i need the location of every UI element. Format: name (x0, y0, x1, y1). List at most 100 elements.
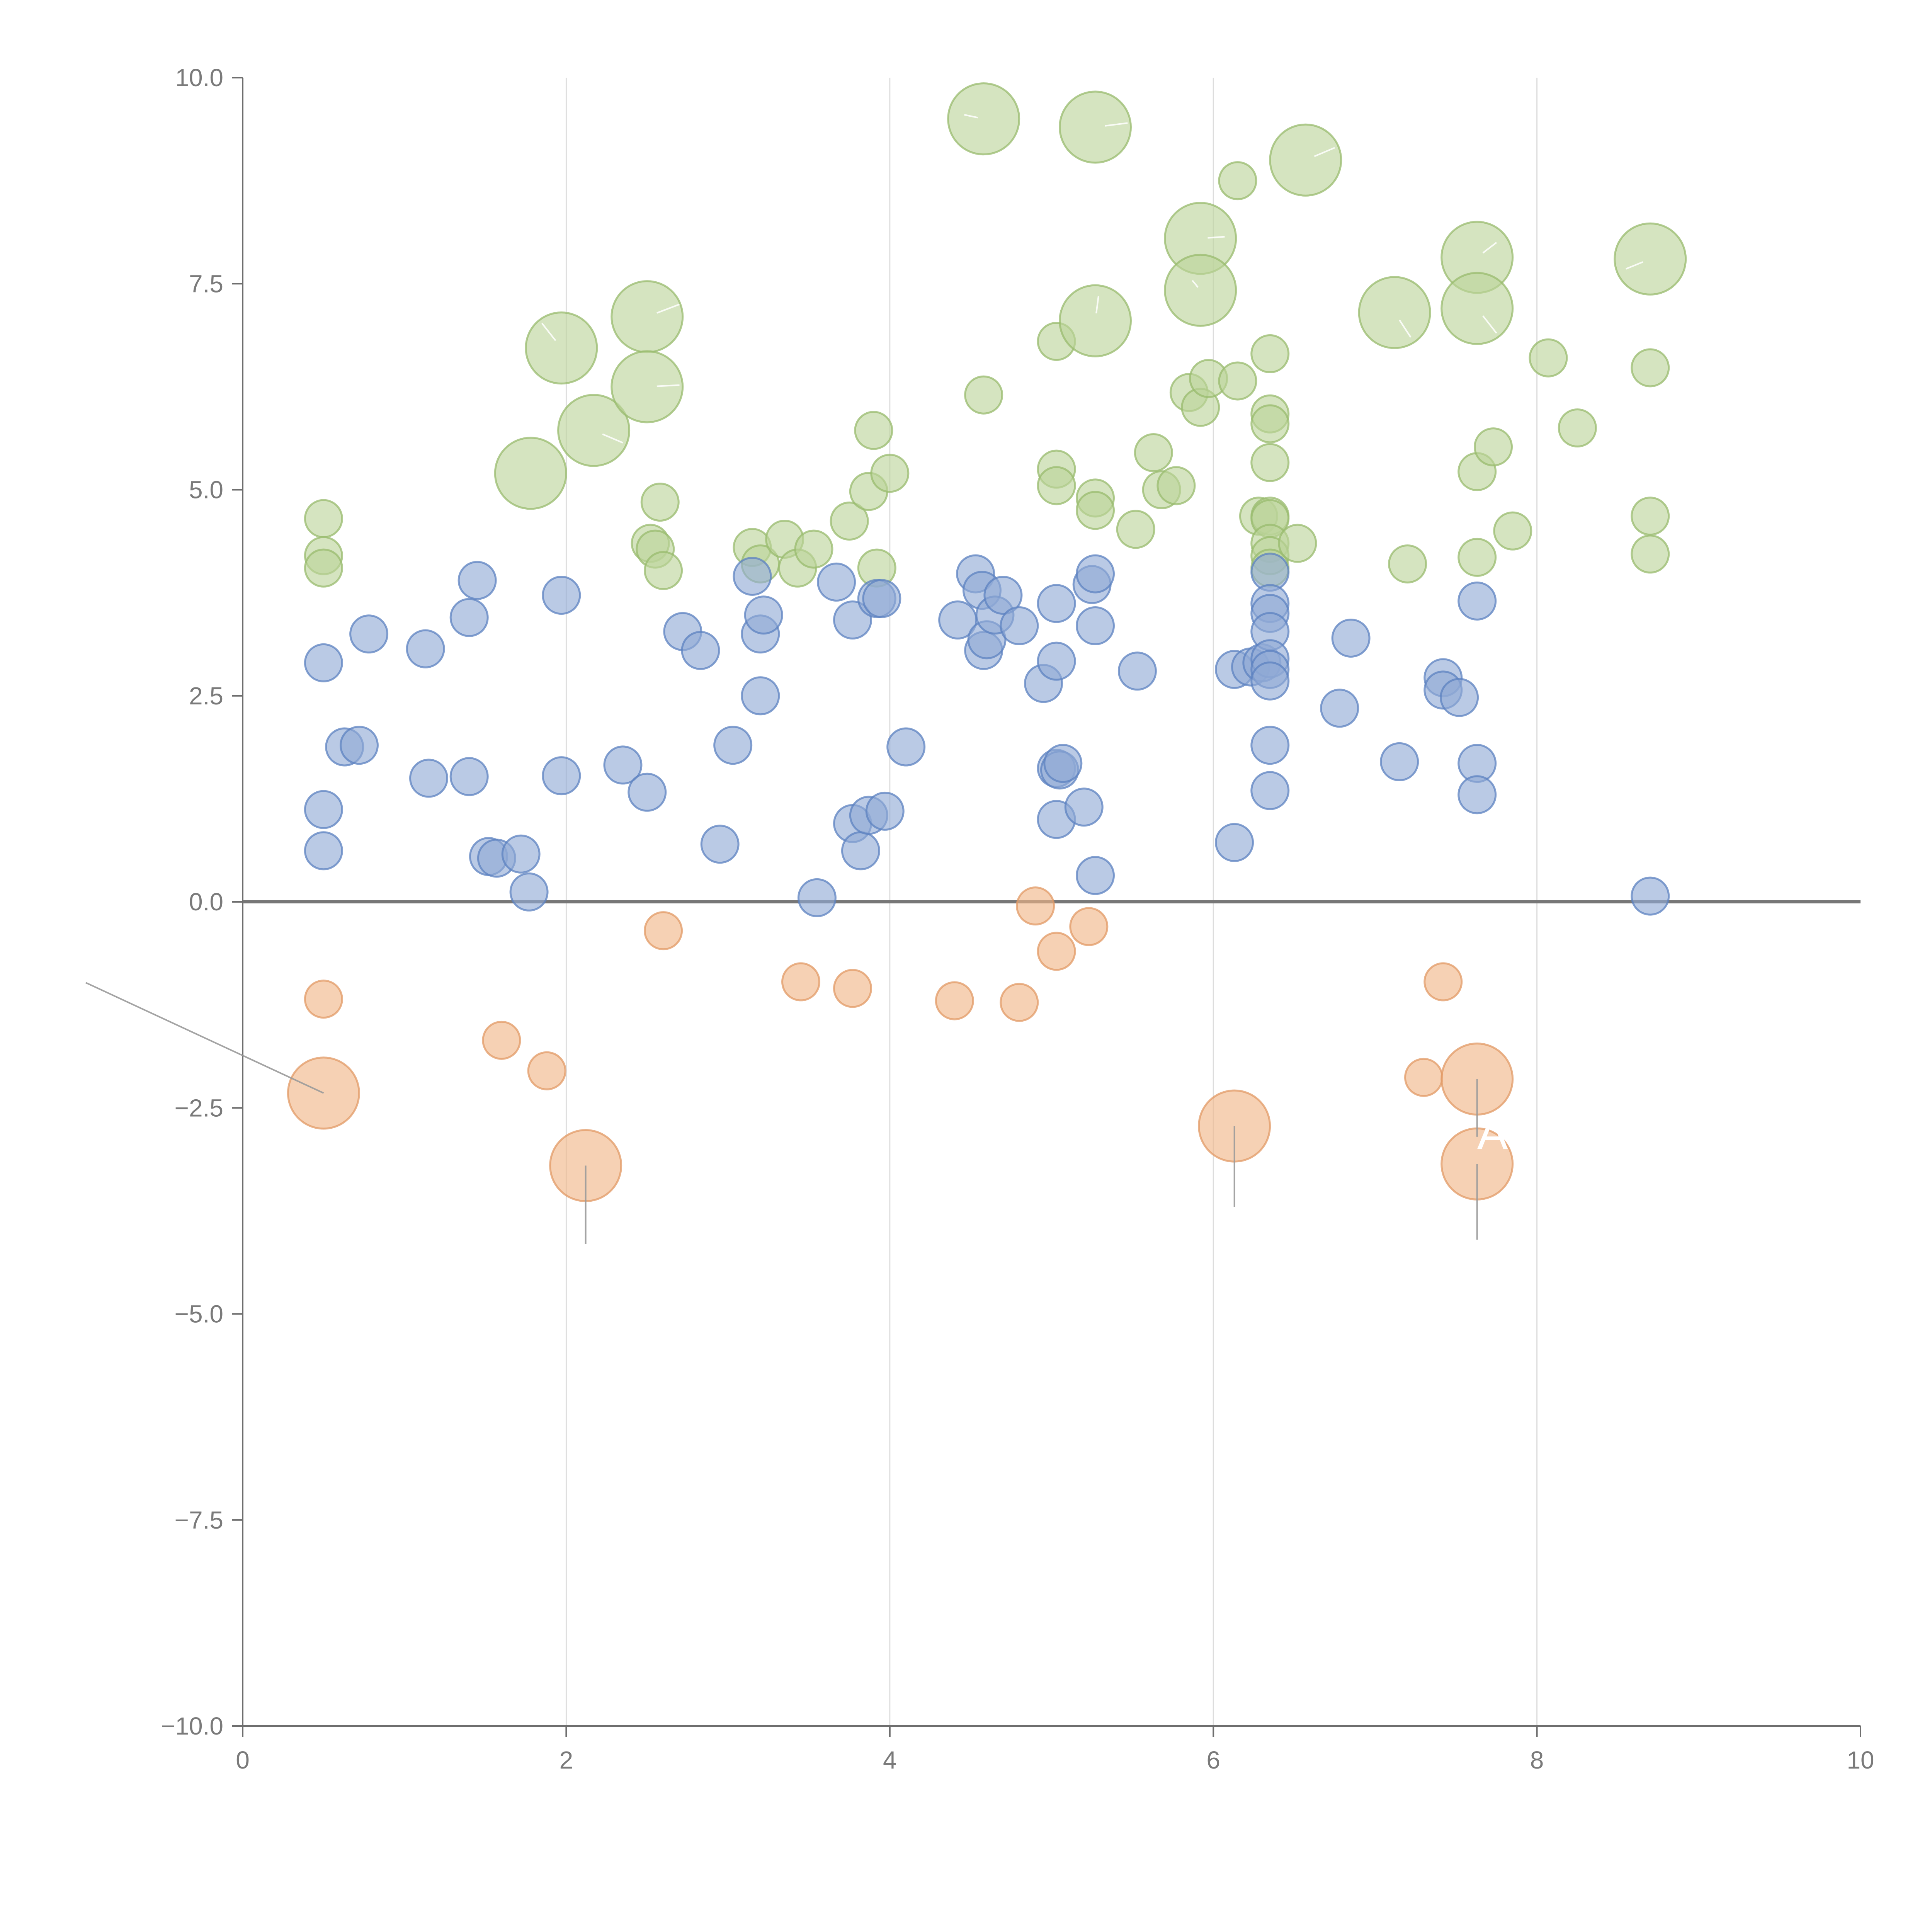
blue-bubble (681, 631, 720, 670)
blue-bubble (865, 791, 905, 831)
y-tick-label: 0.0 (189, 888, 223, 916)
blue-bubble (1440, 678, 1479, 717)
callout-line (1192, 280, 1199, 288)
blue-bubble (1076, 606, 1115, 645)
blue-bubble (1631, 876, 1670, 916)
green-bubble (1218, 161, 1257, 201)
orange-bubble (1016, 886, 1055, 926)
green-bubble (611, 280, 684, 354)
orange-bubble (833, 969, 872, 1008)
y-tick-label: 5.0 (189, 476, 223, 504)
y-tick-label: −7.5 (175, 1506, 223, 1534)
callout-line (656, 384, 680, 387)
orange-bubble (482, 1020, 521, 1060)
callout-line (602, 433, 623, 444)
blue-bubble (542, 756, 581, 796)
green-bubble (525, 311, 598, 385)
green-bubble (1558, 408, 1597, 448)
blue-bubble (1320, 689, 1359, 728)
blue-bubble (1076, 554, 1115, 594)
green-bubble (1037, 466, 1076, 505)
blue-bubble (1043, 744, 1083, 783)
blue-bubble (409, 759, 449, 798)
blue-bubble (744, 595, 783, 635)
green-bubble (1059, 284, 1132, 357)
blue-bubble (1037, 584, 1076, 623)
blue-bubble (733, 556, 772, 596)
blue-bubble (304, 643, 343, 682)
blue-bubble (1250, 661, 1290, 701)
callout-line (1208, 236, 1225, 239)
blue-bubble (1037, 641, 1076, 681)
blue-bubble (603, 745, 643, 785)
green-bubble (1164, 253, 1237, 327)
x-tick-label: 0 (236, 1746, 250, 1774)
blue-bubble (304, 790, 343, 829)
blue-bubble (841, 831, 880, 871)
green-bubble (1458, 537, 1497, 577)
orange-bubble (935, 981, 974, 1020)
green-bubble (1631, 348, 1670, 388)
green-bubble (644, 551, 683, 590)
orange-bubble (1404, 1058, 1444, 1097)
y-tick-label: 7.5 (189, 270, 223, 298)
x-tick-label: 6 (1206, 1746, 1220, 1774)
orange-bubble (1069, 907, 1109, 946)
y-tick-label: −2.5 (175, 1094, 223, 1122)
green-bubble (557, 394, 631, 467)
green-bubble (304, 548, 343, 588)
orange-bubble (304, 980, 343, 1019)
blue-bubble (1064, 787, 1104, 827)
annotation-label: A (1477, 1107, 1508, 1159)
blue-bubble (1458, 775, 1497, 815)
orange-bubble (781, 962, 821, 1002)
blue-bubble (449, 598, 489, 637)
orange-bubble (1423, 962, 1463, 1002)
green-bubble (1278, 524, 1317, 563)
green-bubble (1250, 334, 1290, 374)
blue-bubble (628, 772, 667, 812)
y-tick-label: −5.0 (175, 1300, 223, 1328)
blue-bubble (700, 825, 740, 864)
y-tick-label: 10.0 (175, 64, 223, 92)
green-bubble (1134, 433, 1173, 473)
green-bubble (1218, 361, 1257, 401)
green-bubble (640, 482, 680, 522)
blue-bubble (741, 676, 780, 716)
green-bubble (494, 437, 567, 510)
callout-line (964, 114, 978, 119)
blue-bubble (457, 561, 497, 600)
blue-bubble (1380, 742, 1419, 781)
green-bubble (964, 375, 1003, 415)
blue-bubble (349, 614, 389, 654)
orange-bubble (1000, 983, 1039, 1022)
blue-bubble (449, 757, 489, 796)
blue-bubble (542, 576, 581, 615)
blue-bubble (406, 629, 445, 668)
green-bubble (1156, 466, 1196, 505)
blue-bubble (1076, 856, 1115, 895)
green-bubble (1250, 443, 1290, 482)
green-bubble (1116, 510, 1155, 549)
green-bubble (304, 499, 343, 538)
x-tick-label: 10 (1847, 1746, 1874, 1774)
green-bubble (1614, 222, 1687, 296)
green-bubble (1529, 338, 1568, 378)
blue-bubble (1250, 726, 1290, 765)
green-bubble (1059, 90, 1132, 164)
callout-line (85, 982, 324, 1094)
x-tick-label: 4 (883, 1746, 897, 1774)
orange-bubble (1037, 932, 1076, 971)
green-bubble (1388, 544, 1427, 583)
orange-bubble (644, 911, 683, 951)
green-bubble (1076, 491, 1115, 530)
green-bubble (1269, 123, 1342, 197)
callout-line (1314, 147, 1335, 157)
blue-bubble (817, 562, 856, 602)
green-bubble (1358, 276, 1431, 349)
bubbles (287, 82, 1687, 1202)
blue-bubble (1331, 618, 1371, 658)
callout-line (541, 323, 556, 341)
blue-bubble (983, 576, 1023, 615)
